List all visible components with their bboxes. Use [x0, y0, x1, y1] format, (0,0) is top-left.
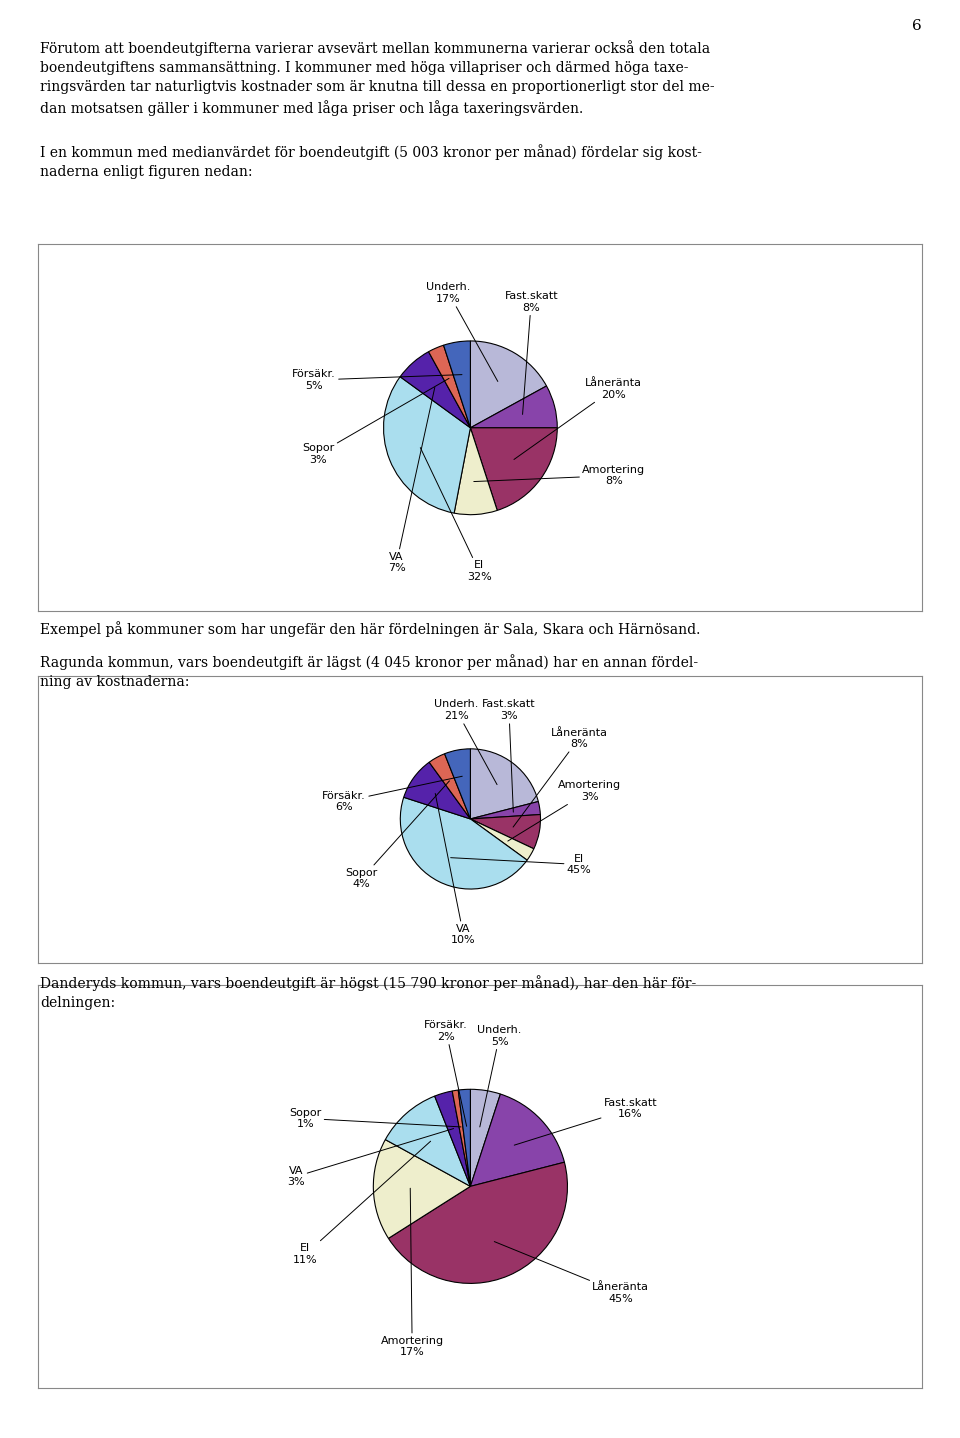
- Wedge shape: [470, 341, 546, 429]
- Text: Fast.skatt
3%: Fast.skatt 3%: [482, 699, 536, 812]
- Wedge shape: [400, 352, 470, 429]
- Wedge shape: [384, 377, 470, 513]
- Text: Fast.skatt
16%: Fast.skatt 16%: [515, 1097, 658, 1145]
- Wedge shape: [400, 797, 527, 889]
- Text: Låneränta
45%: Låneränta 45%: [494, 1241, 649, 1304]
- Text: Fast.skatt
8%: Fast.skatt 8%: [504, 290, 558, 414]
- Wedge shape: [470, 801, 540, 820]
- Wedge shape: [470, 749, 539, 820]
- Text: El
45%: El 45%: [450, 854, 591, 876]
- Wedge shape: [470, 385, 557, 429]
- Text: Förutom att boendeutgifterna varierar avsevärt mellan kommunerna varierar också : Förutom att boendeutgifterna varierar av…: [40, 40, 715, 115]
- Text: Underh.
21%: Underh. 21%: [434, 699, 497, 785]
- Text: Amortering
8%: Amortering 8%: [474, 464, 645, 486]
- Text: I en kommun med medianvärdet för boendeutgift (5 003 kronor per månad) fördelar : I en kommun med medianvärdet för boendeu…: [40, 144, 702, 178]
- Text: Underh.
17%: Underh. 17%: [426, 282, 498, 381]
- Text: Sopor
3%: Sopor 3%: [302, 378, 449, 464]
- Text: VA
7%: VA 7%: [388, 387, 435, 574]
- Wedge shape: [429, 754, 470, 820]
- Wedge shape: [470, 1094, 564, 1186]
- Text: Sopor
1%: Sopor 1%: [289, 1107, 461, 1129]
- Text: VA
10%: VA 10%: [435, 794, 476, 945]
- Wedge shape: [404, 762, 470, 820]
- Wedge shape: [435, 1091, 470, 1186]
- Text: Sopor
4%: Sopor 4%: [346, 781, 449, 889]
- Text: El
11%: El 11%: [293, 1142, 431, 1265]
- Wedge shape: [470, 820, 534, 860]
- Wedge shape: [428, 345, 470, 429]
- Wedge shape: [444, 749, 470, 820]
- Wedge shape: [458, 1090, 470, 1186]
- Text: Exempel på kommuner som har ungefär den här fördelningen är Sala, Skara och Härn: Exempel på kommuner som har ungefär den …: [40, 621, 701, 637]
- Wedge shape: [454, 429, 497, 515]
- Wedge shape: [470, 1090, 500, 1186]
- Wedge shape: [452, 1090, 470, 1186]
- Text: Danderyds kommun, vars boendeutgift är högst (15 790 kronor per månad), har den : Danderyds kommun, vars boendeutgift är h…: [40, 975, 697, 1009]
- Text: Ragunda kommun, vars boendeutgift är lägst (4 045 kronor per månad) har en annan: Ragunda kommun, vars boendeutgift är läg…: [40, 654, 699, 689]
- Wedge shape: [385, 1096, 470, 1186]
- Wedge shape: [470, 429, 557, 510]
- Text: El
32%: El 32%: [420, 447, 492, 582]
- Wedge shape: [389, 1162, 567, 1283]
- Text: Försäkr.
6%: Försäkr. 6%: [323, 777, 463, 812]
- Text: Låneränta
20%: Låneränta 20%: [514, 378, 642, 460]
- Text: Underh.
5%: Underh. 5%: [477, 1025, 521, 1127]
- Wedge shape: [470, 814, 540, 848]
- Text: 6: 6: [912, 19, 922, 33]
- Text: Försäkr.
5%: Försäkr. 5%: [292, 370, 462, 391]
- Wedge shape: [444, 341, 470, 429]
- Text: Försäkr.
2%: Försäkr. 2%: [424, 1020, 468, 1126]
- Wedge shape: [373, 1139, 470, 1238]
- Text: VA
3%: VA 3%: [287, 1129, 454, 1188]
- Text: Låneränta
8%: Låneränta 8%: [513, 728, 608, 827]
- Text: Amortering
17%: Amortering 17%: [380, 1188, 444, 1357]
- Text: Amortering
3%: Amortering 3%: [508, 779, 621, 841]
